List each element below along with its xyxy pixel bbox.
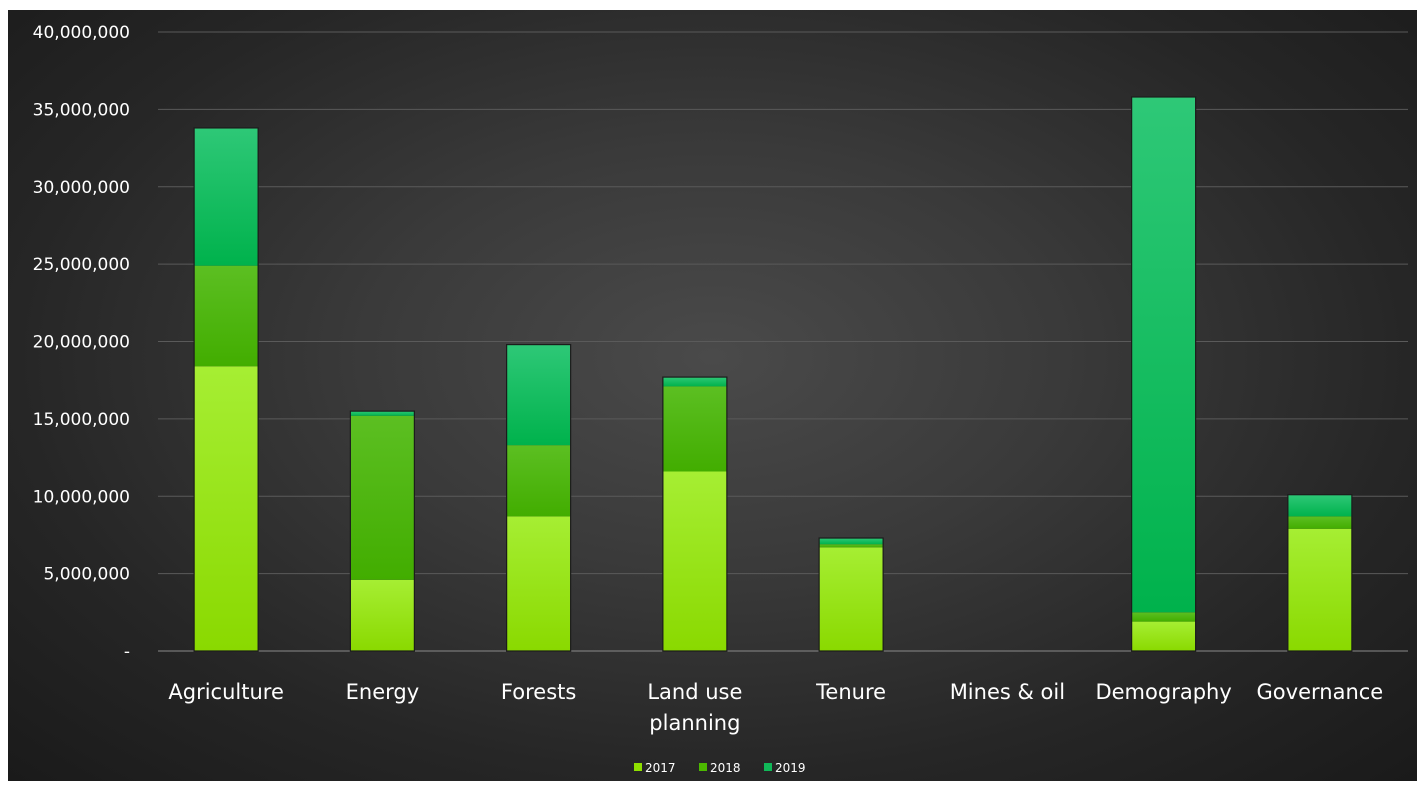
y-tick-label: 40,000,000 [33,23,130,43]
category-label: Energy [346,680,420,704]
legend-item-2018: 2018 [699,761,741,775]
y-tick-label: 30,000,000 [33,178,130,198]
bar-stack [349,410,415,652]
bars [193,96,1353,652]
category-label: Tenure [815,680,886,704]
bar-2017 [662,471,727,651]
legend: 2017 2018 2019 [634,761,806,775]
bar-2019 [662,377,727,387]
y-tick-label: 20,000,000 [33,333,130,353]
legend-item-2019: 2019 [764,761,806,775]
legend-item-2017: 2017 [634,761,676,775]
bar-2018 [1287,516,1352,529]
y-tick-label: - [124,642,130,662]
bar-2019 [819,538,884,545]
bar-2017 [819,547,884,651]
bar-stack [1131,96,1197,652]
y-tick-label: 35,000,000 [33,100,130,120]
category-label: Forests [501,680,576,704]
bar-2018 [194,265,259,367]
legend-swatch [634,763,642,771]
bar-outline [193,127,259,652]
bar-2017 [506,516,571,651]
category-label: planning [649,711,740,735]
bar-2019 [1131,96,1196,613]
bar-2018 [819,544,884,548]
chart-area: - 5,000,000 10,000,000 15,000,000 20,000,000… [8,10,1417,781]
legend-label: 2017 [645,761,676,775]
bar-2019 [350,411,415,416]
bar-stack [506,343,572,652]
bar-2018 [350,415,415,580]
bar-2017 [194,366,259,651]
legend-label: 2018 [710,761,741,775]
bar-stack [193,127,259,652]
y-tick-label: 25,000,000 [33,255,130,275]
y-tick-label: 10,000,000 [33,487,130,507]
bar-2019 [194,127,259,266]
stacked-bar-chart: - 5,000,000 10,000,000 15,000,000 20,000,000… [33,23,1408,775]
bar-2018 [1131,612,1196,622]
bar-outline [818,537,884,652]
bar-2019 [506,344,571,446]
category-label: Agriculture [168,680,284,704]
gridlines [158,31,1408,652]
y-axis-tick-labels: - 5,000,000 10,000,000 15,000,000 20,000,000… [33,23,130,662]
category-label: Governance [1257,680,1384,704]
y-tick-label: 15,000,000 [33,410,130,430]
bar-stack [1287,494,1353,652]
bar-2019 [1287,494,1352,517]
legend-label: 2019 [775,761,806,775]
bar-outline [662,376,728,652]
bar-stack [818,537,884,652]
category-label: Demography [1095,680,1231,704]
bar-2018 [662,386,727,472]
bar-2018 [506,445,571,517]
bar-2017 [1131,621,1196,651]
bar-2017 [350,579,415,651]
bar-outline [1131,96,1197,652]
x-axis-category-labels: Agriculture Energy Forests Land use planning… [168,680,1383,735]
legend-swatch [699,763,707,771]
bar-outline [1287,494,1353,652]
category-label: Land use [647,680,742,704]
y-tick-label: 5,000,000 [43,565,130,585]
bar-outline [349,410,415,652]
bar-2017 [1287,528,1352,651]
category-label: Mines & oil [950,680,1065,704]
bar-stack [662,376,728,652]
legend-swatch [764,763,772,771]
bar-outline [506,343,572,652]
